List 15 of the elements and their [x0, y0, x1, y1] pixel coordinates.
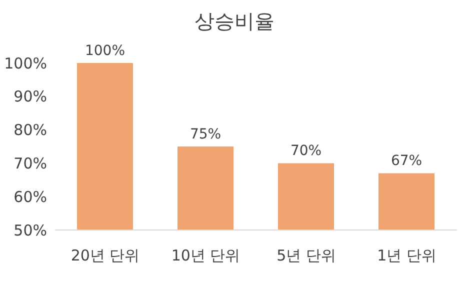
data-label: 70% — [290, 143, 322, 160]
x-tick-label: 1년 단위 — [377, 246, 436, 265]
chart-title: 상승비율 — [194, 8, 276, 35]
y-tick-label: 80% — [14, 121, 47, 140]
y-tick-label: 90% — [14, 88, 47, 106]
x-tick-label: 20년 단위 — [70, 246, 140, 265]
y-tick-label: 70% — [14, 154, 47, 173]
data-label: 67% — [390, 153, 422, 170]
x-tick-label: 5년 단위 — [276, 246, 336, 265]
y-tick-label: 60% — [14, 188, 47, 206]
data-label: 75% — [190, 126, 222, 142]
x-tick-label: 10년 단위 — [171, 246, 240, 265]
y-tick-label: 100% — [4, 54, 47, 72]
y-tick-label: 50% — [14, 221, 47, 240]
data-label: 100% — [84, 43, 126, 59]
